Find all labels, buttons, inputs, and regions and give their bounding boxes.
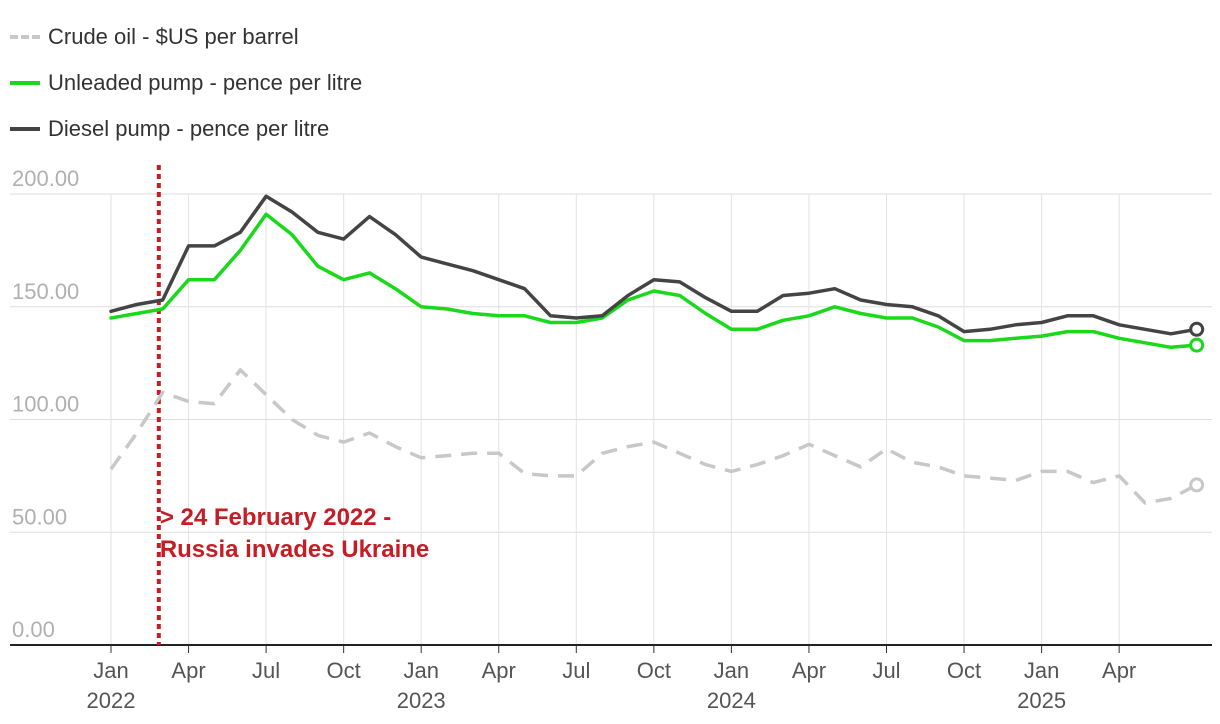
- x-tick-label: Oct: [637, 658, 671, 683]
- legend-label-diesel: Diesel pump - pence per litre: [48, 116, 330, 141]
- x-tick-label: Oct: [947, 658, 981, 683]
- legend-item-unleaded[interactable]: Unleaded pump - pence per litre: [10, 60, 362, 106]
- legend-item-diesel[interactable]: Diesel pump - pence per litre: [10, 106, 362, 152]
- x-tick-label: Jan: [93, 658, 128, 683]
- y-tick-label: 150.00: [12, 279, 79, 304]
- x-tick-label: Jan: [1024, 658, 1059, 683]
- x-tick-label: Jan: [714, 658, 749, 683]
- x-tick-label: Apr: [792, 658, 826, 683]
- x-tick-label: Jul: [252, 658, 280, 683]
- event-annotation-line: Russia invades Ukraine: [160, 536, 429, 563]
- series-line-crude-oil: [109, 368, 1198, 505]
- x-tick-label: Jan: [403, 658, 438, 683]
- x-tick-label: Apr: [171, 658, 205, 683]
- legend-swatch-diesel: [10, 127, 40, 131]
- x-tick-year-label: 2024: [707, 688, 756, 713]
- y-tick-label: 200.00: [12, 166, 79, 191]
- series-line-diesel: [109, 194, 1199, 336]
- legend-swatch-crude-oil: [10, 35, 40, 39]
- y-tick-label: 0.00: [12, 617, 55, 642]
- series-line-unleaded: [109, 212, 1199, 350]
- x-tick-label: Jul: [562, 658, 590, 683]
- series-end-marker-crude-oil: [1189, 477, 1205, 493]
- chart-legend: Crude oil - $US per barrel Unleaded pump…: [10, 14, 362, 152]
- series-end-marker-unleaded: [1189, 337, 1205, 353]
- legend-swatch-unleaded: [10, 81, 40, 85]
- legend-label-crude-oil: Crude oil - $US per barrel: [48, 24, 299, 49]
- legend-item-crude-oil[interactable]: Crude oil - $US per barrel: [10, 14, 362, 60]
- y-tick-label: 100.00: [12, 392, 79, 417]
- x-tick-year-label: 2025: [1017, 688, 1066, 713]
- x-tick-label: Oct: [327, 658, 361, 683]
- x-tick-label: Apr: [1102, 658, 1136, 683]
- event-annotation-line: > 24 February 2022 -: [160, 504, 391, 531]
- legend-label-unleaded: Unleaded pump - pence per litre: [48, 70, 363, 95]
- x-tick-label: Jul: [872, 658, 900, 683]
- x-tick-year-label: 2022: [87, 688, 136, 713]
- series-end-marker-diesel: [1189, 321, 1205, 337]
- x-tick-year-label: 2023: [397, 688, 446, 713]
- y-tick-label: 50.00: [12, 504, 67, 529]
- x-tick-label: Apr: [482, 658, 516, 683]
